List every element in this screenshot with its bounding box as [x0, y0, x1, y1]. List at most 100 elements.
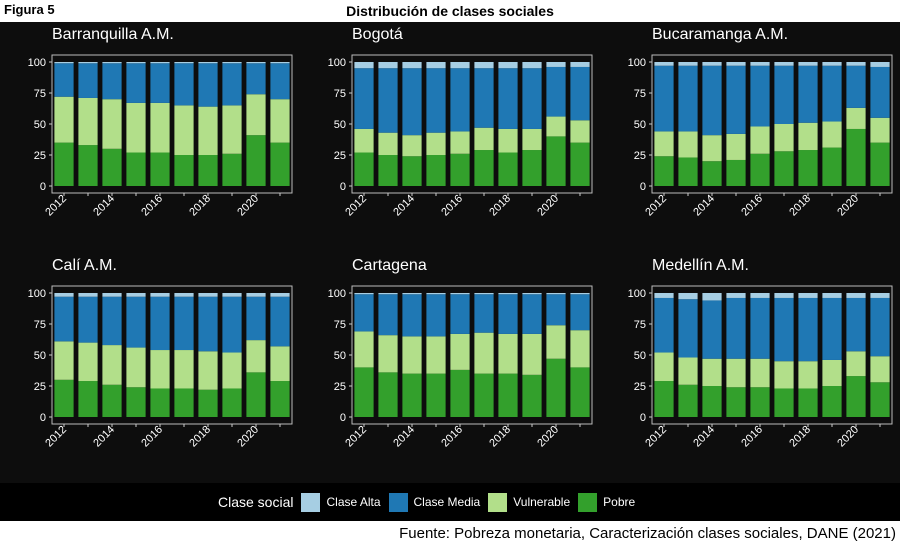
bar-segment-pobre	[822, 386, 842, 417]
bar-segment-pobre	[174, 155, 194, 186]
bar-segment-clase-media	[78, 63, 98, 98]
bar-segment-clase-alta	[654, 62, 674, 66]
x-tick-label: 2016	[139, 193, 165, 219]
bar-segment-clase-media	[570, 66, 590, 121]
bar-segment-pobre	[450, 369, 470, 417]
bar-segment-vulnerable	[774, 361, 794, 389]
bar-segment-pobre	[426, 373, 446, 417]
bar-segment-clase-media	[498, 68, 518, 129]
bar-segment-clase-media	[126, 63, 146, 103]
legend-item-vulnerable: Vulnerable	[488, 492, 570, 512]
bar-segment-vulnerable	[78, 342, 98, 382]
panel-title: Medellín A.M.	[652, 257, 749, 274]
bar-segment-clase-alta	[150, 293, 170, 297]
bar-segment-vulnerable	[546, 116, 566, 137]
x-tick-label: 2014	[691, 424, 717, 450]
bar-segment-clase-media	[678, 65, 698, 132]
bar-segment-clase-media	[822, 297, 842, 360]
bar-segment-clase-alta	[750, 62, 770, 66]
bar-segment-vulnerable	[198, 351, 218, 390]
x-tick-label: 2016	[139, 424, 165, 450]
bar-segment-clase-alta	[870, 62, 890, 67]
bar-segment-pobre	[870, 382, 890, 417]
bar-segment-vulnerable	[246, 94, 266, 136]
legend-item-clase-media: Clase Media	[388, 492, 480, 512]
bar-segment-clase-media	[246, 63, 266, 95]
bar-segment-clase-alta	[522, 62, 542, 69]
bar-segment-clase-media	[474, 68, 494, 128]
bar-segment-pobre	[102, 148, 122, 186]
bar-segment-clase-alta	[198, 62, 218, 64]
bar-segment-clase-media	[150, 296, 170, 351]
bar-segment-pobre	[354, 152, 374, 186]
y-tick-label: 75	[634, 88, 646, 100]
bar-segment-clase-alta	[474, 62, 494, 69]
bar-segment-vulnerable	[426, 132, 446, 155]
bar-segment-clase-media	[846, 65, 866, 108]
bar-segment-pobre	[654, 156, 674, 186]
y-tick-label: 25	[334, 381, 346, 393]
legend-item-pobre: Pobre	[578, 492, 635, 512]
x-tick-label: 2020	[835, 193, 861, 219]
bar-segment-pobre	[798, 150, 818, 186]
bar-segment-pobre	[246, 135, 266, 186]
y-tick-label: 0	[340, 412, 346, 424]
legend-bar: Clase social Clase Alta Clase Media Vuln…	[0, 483, 900, 521]
y-tick-label: 100	[628, 57, 646, 69]
bar-segment-pobre	[522, 150, 542, 186]
bar-segment-vulnerable	[354, 331, 374, 368]
bar-segment-clase-alta	[78, 293, 98, 297]
bar-segment-clase-media	[798, 65, 818, 123]
bar-segment-vulnerable	[798, 361, 818, 389]
bar-segment-pobre	[702, 386, 722, 417]
bar-segment-pobre	[570, 142, 590, 186]
bar-segment-vulnerable	[402, 336, 422, 374]
bar-segment-clase-alta	[402, 62, 422, 69]
bar-segment-clase-alta	[570, 293, 590, 295]
bar-segment-vulnerable	[222, 352, 242, 389]
bar-segment-clase-alta	[546, 62, 566, 67]
bar-segment-pobre	[846, 128, 866, 186]
bar-segment-clase-media	[246, 296, 266, 341]
panel-plot: 0 25 50 75 100 2012 2014 2016 2018 2020	[28, 285, 293, 450]
bar-segment-clase-alta	[222, 293, 242, 297]
bar-segment-vulnerable	[174, 350, 194, 389]
bar-segment-clase-alta	[174, 293, 194, 297]
y-tick-label: 50	[634, 119, 646, 131]
bar-segment-clase-alta	[426, 62, 446, 69]
bar-segment-pobre	[402, 373, 422, 417]
y-tick-label: 0	[40, 412, 46, 424]
y-tick-label: 100	[328, 288, 346, 300]
bar-segment-pobre	[750, 153, 770, 186]
bar-segment-pobre	[354, 367, 374, 417]
bar-segment-pobre	[270, 381, 290, 417]
y-tick-label: 25	[34, 150, 46, 162]
bar-segment-vulnerable	[270, 346, 290, 382]
y-tick-label: 0	[40, 181, 46, 193]
bar-segment-clase-alta	[678, 62, 698, 66]
facet-grid: Barranquilla A.M. 0 25 50 75 100 2012 2014 2016…	[0, 22, 900, 484]
y-tick-label: 25	[634, 381, 646, 393]
bar-segment-clase-media	[198, 296, 218, 352]
bar-segment-clase-media	[474, 294, 494, 333]
bar-segment-pobre	[246, 372, 266, 417]
bar-segment-pobre	[378, 155, 398, 186]
bar-segment-clase-alta	[126, 62, 146, 64]
bar-segment-clase-media	[870, 66, 890, 118]
bar-segment-clase-media	[222, 63, 242, 106]
bar-segment-clase-alta	[54, 62, 74, 64]
bar-segment-vulnerable	[702, 358, 722, 386]
bar-segment-clase-media	[678, 299, 698, 358]
legend-swatch	[488, 492, 508, 512]
bar-segment-vulnerable	[822, 359, 842, 386]
legend-swatch	[301, 492, 321, 512]
bar-segment-clase-alta	[126, 293, 146, 297]
bar-segment-vulnerable	[498, 128, 518, 153]
bar-segment-vulnerable	[846, 351, 866, 377]
bar-segment-clase-media	[102, 63, 122, 100]
panel-border	[651, 54, 893, 194]
panel-plot: 0 25 50 75 100 2012 2014 2016 2018 2020	[28, 54, 293, 219]
y-tick-label: 25	[334, 150, 346, 162]
bar-segment-pobre	[654, 381, 674, 417]
bar-segment-clase-alta	[702, 62, 722, 66]
